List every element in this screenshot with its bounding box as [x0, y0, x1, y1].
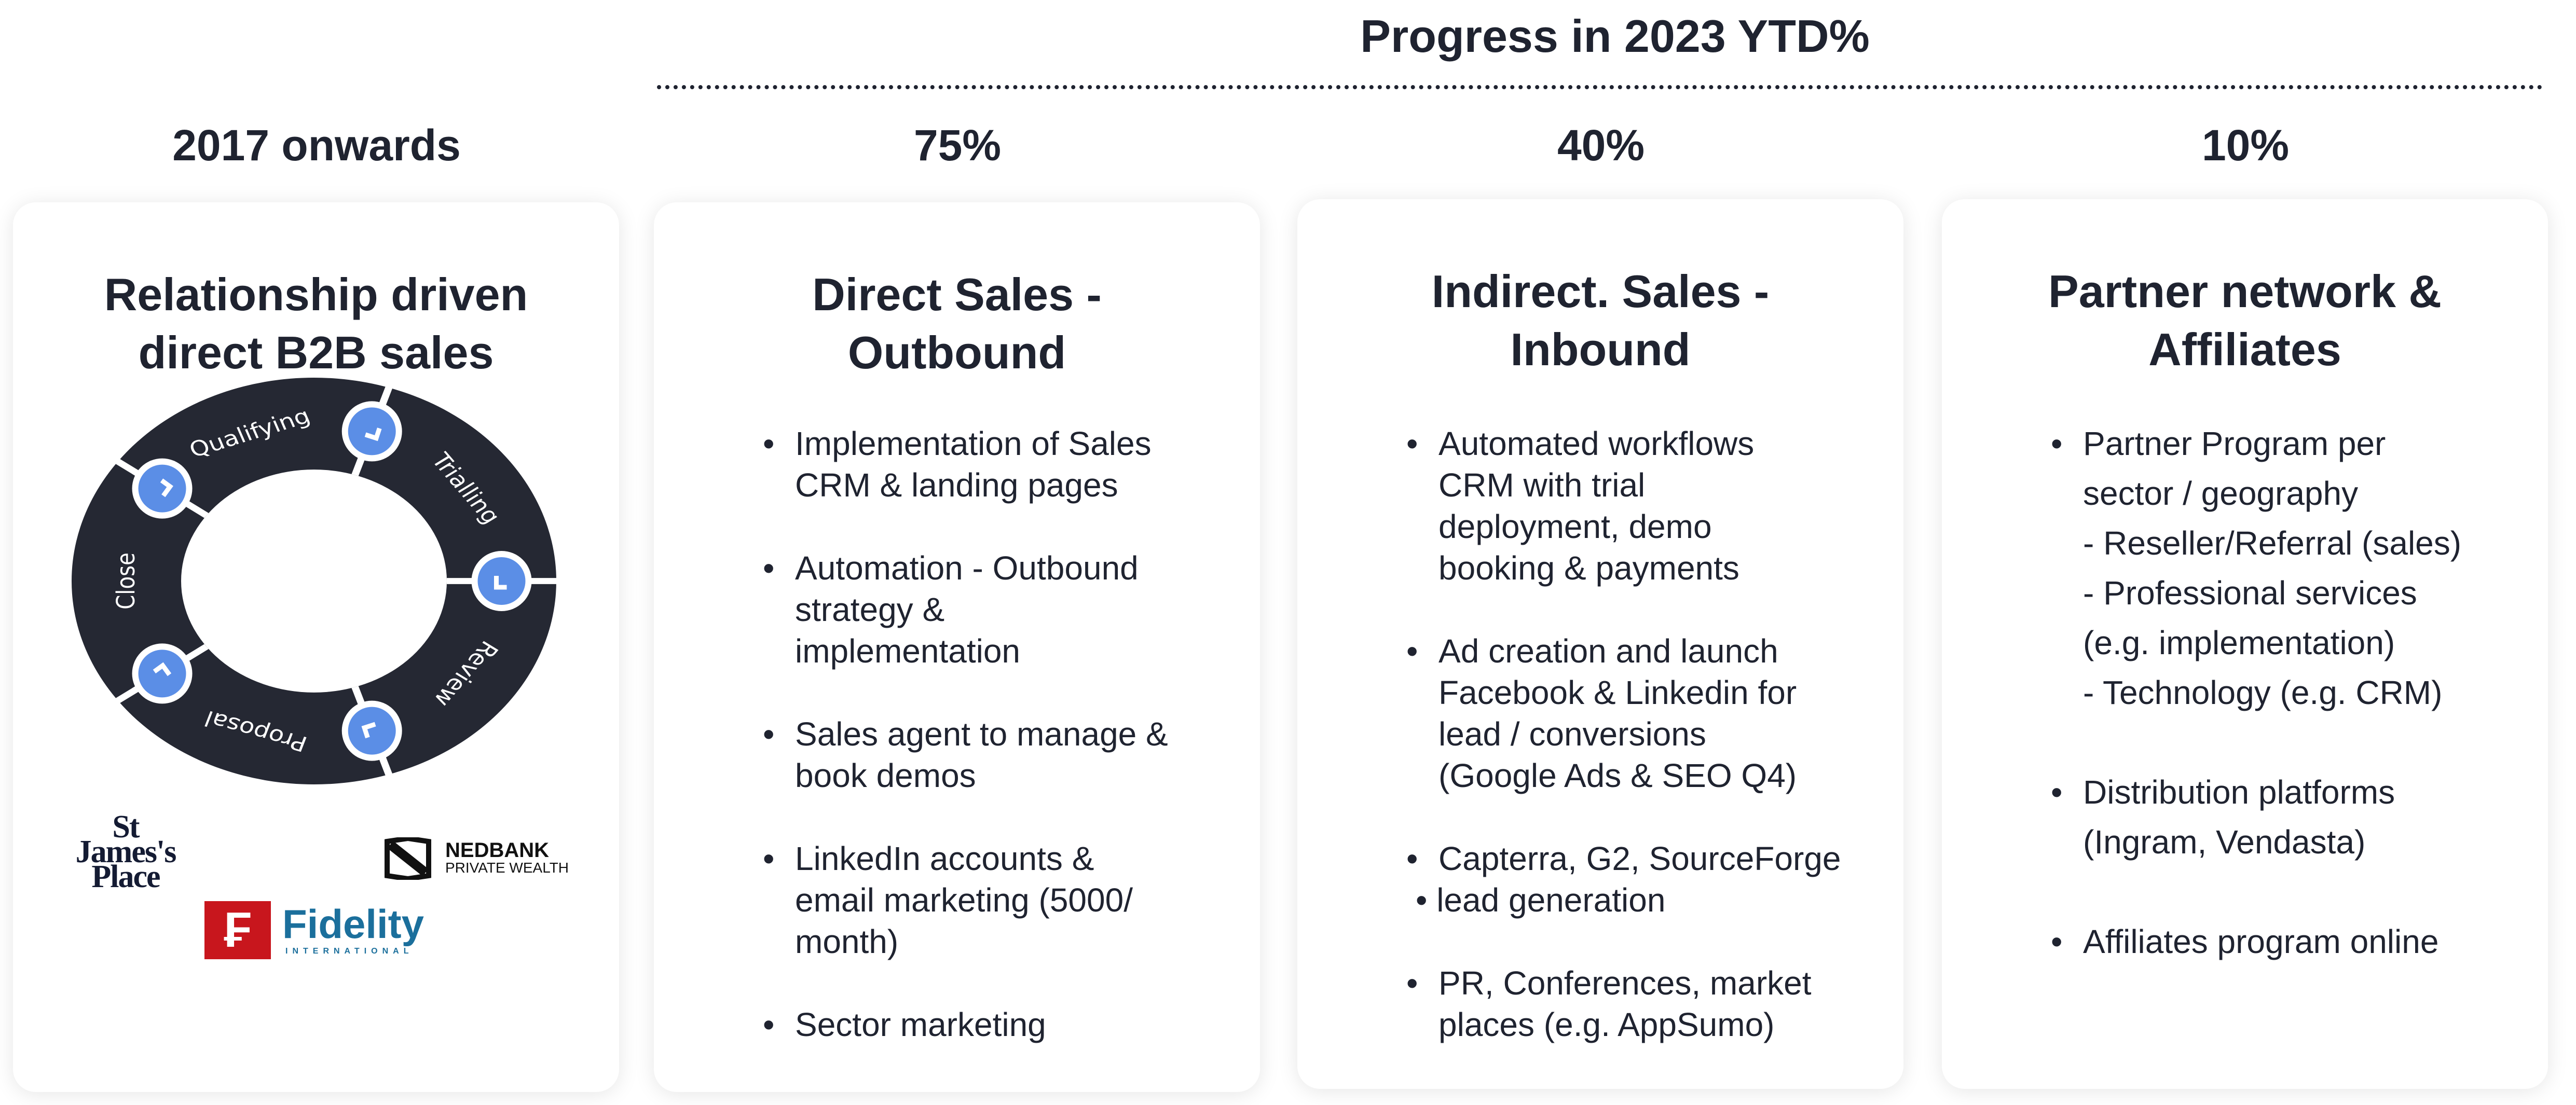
- bullet-item: Ad creation and launch Facebook & Linkedi…: [1406, 630, 1883, 796]
- column-heading-3: 40%: [1557, 121, 1645, 170]
- bullet-line: - Technology (e.g. CRM): [2083, 674, 2443, 711]
- bullet-list: Automated workflows CRM with trial deploym…: [1406, 423, 1883, 1087]
- bullet-line: • lead generation: [1416, 881, 1666, 919]
- bullet-line: Facebook & Linkedin for: [1438, 674, 1797, 711]
- st-james-place-logo: St James's Place: [56, 809, 196, 894]
- card-title: Relationship driven direct B2B sales: [13, 266, 619, 382]
- bullet-item: Affiliates program online: [2051, 917, 2527, 966]
- logo-text: James's: [75, 834, 177, 869]
- bullet-line: Implementation of Sales: [795, 425, 1152, 462]
- stage-node-chevron-icon: [341, 401, 402, 462]
- card-direct-sales: Direct Sales - Outbound Implementation o…: [654, 202, 1260, 1092]
- column-heading-4: 10%: [2201, 121, 2290, 170]
- card-title: Indirect. Sales - Inbound: [1297, 263, 1903, 379]
- card-title-line: Inbound: [1510, 324, 1691, 375]
- card-title-line: direct B2B sales: [138, 327, 494, 378]
- bullet-line: Capterra, G2, SourceForge: [1438, 840, 1841, 877]
- bullet-item: Sales agent to manage & book demos: [763, 713, 1239, 796]
- bullet-line: month): [795, 923, 899, 960]
- bullet-line: email marketing (5000/: [795, 881, 1133, 919]
- bullet-line: Sector marketing: [795, 1006, 1046, 1043]
- nedbank-mark-icon: [385, 837, 431, 880]
- bullet-line: - Reseller/Referral (sales): [2083, 524, 2462, 562]
- fidelity-logo: ₣ Fidelity INTERNATIONAL: [204, 901, 428, 959]
- card-title-line: Direct Sales -: [812, 269, 1102, 320]
- card-title-line: Outbound: [847, 327, 1066, 378]
- card-title: Partner network & Affiliates: [1942, 263, 2548, 379]
- bullet-line: Automated workflows: [1438, 425, 1755, 462]
- bullet-line: (Google Ads & SEO Q4): [1438, 757, 1797, 794]
- bullet-item: Capterra, G2, SourceForge • lead generati…: [1406, 838, 1883, 921]
- logo-text: PRIVATE WEALTH: [445, 860, 569, 876]
- bullet-line: Automation - Outbound: [795, 549, 1139, 587]
- bullet-list: Implementation of Sales CRM & landing pag…: [763, 423, 1239, 1087]
- bullet-line: Ad creation and launch: [1438, 632, 1778, 670]
- bullet-line: (e.g. implementation): [2083, 624, 2395, 661]
- logo-text: Fidelity: [282, 901, 424, 947]
- logo-text: Place: [91, 859, 160, 894]
- card-indirect-sales: Indirect. Sales - Inbound Automated work…: [1297, 199, 1903, 1089]
- bullet-line: strategy &: [795, 591, 945, 628]
- bullet-line: Partner Program per: [2083, 425, 2386, 462]
- bullet-item: Partner Program per sector / geography - R…: [2051, 419, 2527, 717]
- dotted-divider: [657, 85, 2543, 89]
- bullet-line: deployment, demo: [1438, 508, 1712, 545]
- bullet-item: Sector marketing: [763, 1004, 1239, 1045]
- bullet-line: Affiliates program online: [2083, 923, 2439, 960]
- bullet-line: places (e.g. AppSumo): [1438, 1006, 1775, 1043]
- bullet-line: - Professional services: [2083, 574, 2417, 612]
- bullet-item: Automation - Outbound strategy & implement…: [763, 547, 1239, 672]
- nedbank-logo: NEDBANK PRIVATE WEALTH: [383, 837, 611, 880]
- bullet-line: sector / geography: [2083, 475, 2359, 512]
- card-title-line: Affiliates: [2148, 324, 2341, 375]
- bullet-line: LinkedIn accounts &: [795, 840, 1094, 877]
- card-partner-network: Partner network & Affiliates Partner Pro…: [1942, 199, 2548, 1089]
- bullet-item: PR, Conferences, market places (e.g. AppS…: [1406, 962, 1883, 1045]
- card-relationship-sales: Relationship driven direct B2B sales Qua…: [13, 202, 619, 1092]
- stage-node-chevron-icon: [132, 458, 193, 519]
- cycle-ring: [72, 378, 556, 784]
- logo-text: St: [112, 809, 140, 845]
- bullet-list: Partner Program per sector / geography - R…: [2051, 419, 2527, 1016]
- bullet-item: Implementation of Sales CRM & landing pag…: [763, 423, 1239, 506]
- bullet-item: Automated workflows CRM with trial deploym…: [1406, 423, 1883, 589]
- stage-node-chevron-icon: [471, 551, 532, 611]
- bullet-line: Sales agent to manage &: [795, 715, 1168, 753]
- card-title-line: Partner network &: [2048, 266, 2442, 317]
- logo-text: NEDBANK: [445, 839, 549, 862]
- bullet-line: book demos: [795, 757, 976, 794]
- bullet-line: lead / conversions: [1438, 715, 1706, 753]
- bullet-line: (Ingram, Vendasta): [2083, 823, 2366, 861]
- fidelity-mark-icon: ₣: [204, 901, 271, 959]
- card-title: Direct Sales - Outbound: [654, 266, 1260, 382]
- card-title-line: Relationship driven: [104, 269, 528, 320]
- bullet-item: LinkedIn accounts & email marketing (5000…: [763, 838, 1239, 962]
- bullet-item: Distribution platforms (Ingram, Vendasta): [2051, 767, 2527, 867]
- column-heading-2: 75%: [913, 121, 1002, 170]
- logo-text: INTERNATIONAL: [285, 947, 414, 956]
- bullet-line: CRM with trial: [1438, 466, 1646, 504]
- stage-label-close: Close: [112, 552, 141, 610]
- stage-node-chevron-icon: [341, 700, 402, 761]
- bullet-line: implementation: [795, 632, 1020, 670]
- bullet-line: CRM & landing pages: [795, 466, 1118, 504]
- page-title: Progress in 2023 YTD%: [1360, 10, 1870, 62]
- bullet-line: Distribution platforms: [2083, 774, 2395, 811]
- card-title-line: Indirect. Sales -: [1431, 266, 1770, 317]
- bullet-line: booking & payments: [1438, 549, 1739, 587]
- column-heading-1: 2017 onwards: [172, 121, 461, 170]
- bullet-line: PR, Conferences, market: [1438, 964, 1812, 1002]
- stage-node-chevron-icon: [132, 643, 193, 704]
